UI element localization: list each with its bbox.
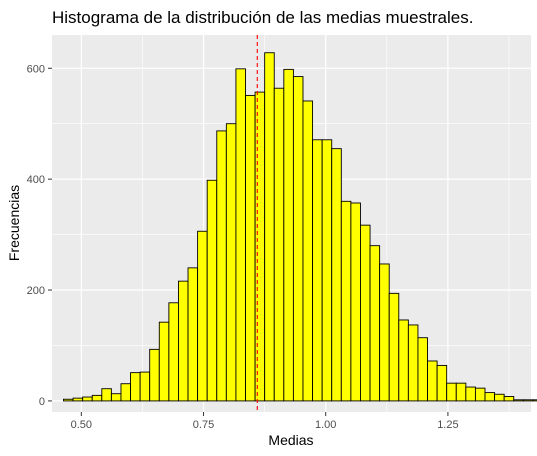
histogram-bar xyxy=(254,91,266,402)
histogram-bar xyxy=(522,399,534,402)
histogram-bar xyxy=(235,68,246,402)
histogram-bar xyxy=(446,382,457,402)
x-tick-label: 1.25 xyxy=(437,419,458,431)
histogram-bar xyxy=(206,179,218,402)
histogram-bar xyxy=(407,324,419,402)
y-axis: 0 200 400 600 xyxy=(27,63,52,408)
histogram-bar xyxy=(82,396,93,402)
histogram-bar xyxy=(321,139,333,402)
histogram-bar xyxy=(63,398,74,402)
histogram-bar xyxy=(168,302,179,402)
histogram-bar xyxy=(149,348,160,402)
histogram-bar xyxy=(101,388,112,402)
histogram-bar xyxy=(139,371,151,402)
y-tick-label: 600 xyxy=(27,63,45,75)
histogram-bar xyxy=(216,130,227,402)
y-axis-title: Frecuencias xyxy=(6,185,22,261)
histogram-bar xyxy=(427,360,438,402)
x-tick-label: 0.75 xyxy=(193,419,214,431)
y-tick-label: 0 xyxy=(39,396,45,408)
y-tick-label: 400 xyxy=(27,174,45,186)
histogram-bar xyxy=(312,139,323,402)
histogram-bar xyxy=(360,224,371,402)
histogram-bar xyxy=(455,382,467,402)
y-tick-label: 200 xyxy=(27,285,45,297)
histogram-bar xyxy=(264,52,275,402)
histogram-bar xyxy=(436,364,448,402)
histogram-bar xyxy=(388,292,400,402)
histogram-bar xyxy=(197,230,208,402)
histogram-bar xyxy=(187,267,199,402)
histogram-bar xyxy=(91,394,103,402)
histogram-bar xyxy=(245,94,256,402)
histogram-bar xyxy=(484,392,496,402)
histogram-bar xyxy=(465,386,476,402)
histogram-bar xyxy=(158,321,170,402)
histogram-bar xyxy=(398,319,409,402)
chart-title: Histograma de la distribución de las med… xyxy=(52,8,473,27)
x-axis: 0.50 0.75 1.00 1.25 xyxy=(71,412,459,431)
histogram-bar xyxy=(417,337,428,402)
histogram-bar xyxy=(379,263,390,402)
histogram-bar xyxy=(302,100,314,402)
histogram-bar xyxy=(474,387,486,402)
histogram-bar xyxy=(292,76,304,402)
histogram-bar xyxy=(503,396,515,402)
histogram-bar xyxy=(225,123,237,402)
x-axis-title: Medias xyxy=(268,432,313,448)
histogram-bar xyxy=(283,68,294,402)
x-tick-label: 0.50 xyxy=(71,419,92,431)
histogram-bar xyxy=(532,399,537,402)
histogram-bar xyxy=(110,393,122,402)
histogram-bar xyxy=(350,202,361,402)
histogram-bar xyxy=(177,280,189,402)
histogram-bar xyxy=(494,393,505,402)
histogram-bar xyxy=(340,200,352,402)
x-tick-label: 1.00 xyxy=(315,419,336,431)
histogram-bar xyxy=(273,87,285,402)
histogram-bar xyxy=(369,245,381,402)
histogram-bars xyxy=(63,52,537,402)
histogram-bar xyxy=(331,148,342,402)
histogram-bar xyxy=(513,399,524,402)
histogram-bar xyxy=(120,383,131,402)
histogram-bar xyxy=(130,372,141,402)
histogram-bar xyxy=(72,397,84,402)
